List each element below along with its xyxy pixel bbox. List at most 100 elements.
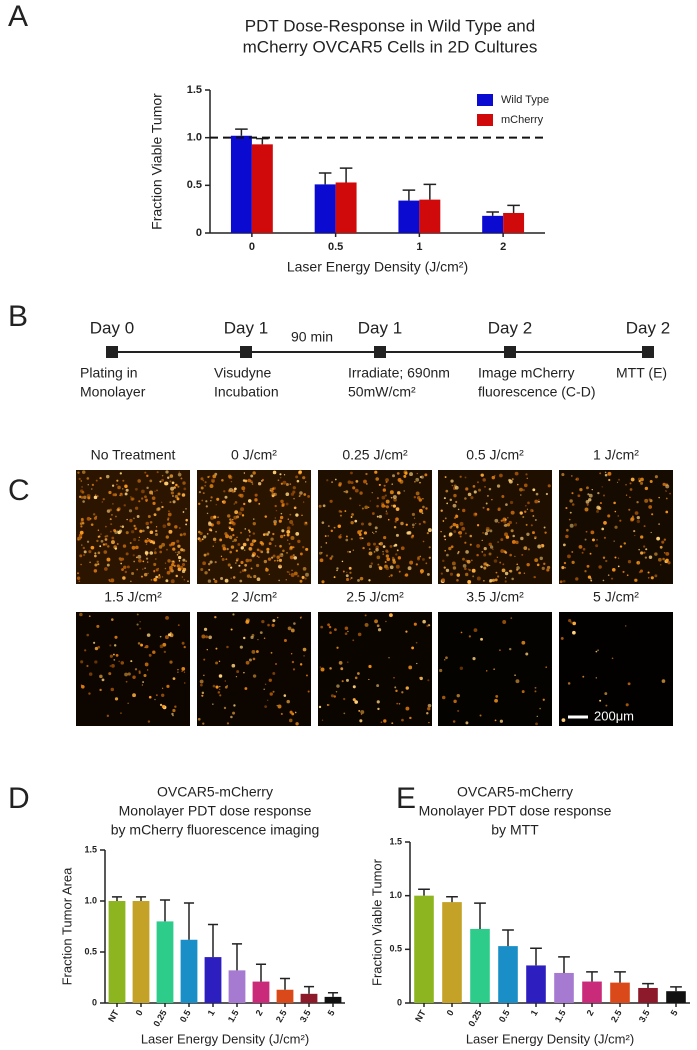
cell bbox=[660, 564, 662, 566]
cell bbox=[299, 493, 302, 496]
cell bbox=[271, 623, 275, 627]
cell bbox=[100, 539, 104, 543]
cell bbox=[243, 472, 246, 474]
cell bbox=[485, 526, 490, 531]
cell bbox=[527, 548, 530, 551]
cell bbox=[617, 557, 620, 559]
cell bbox=[204, 485, 206, 487]
cell bbox=[233, 503, 235, 505]
timeline-step: 50mW/cm² bbox=[348, 384, 416, 400]
cell bbox=[510, 617, 513, 619]
cell bbox=[121, 568, 124, 571]
cell bbox=[278, 558, 283, 562]
cell bbox=[628, 508, 631, 511]
panel-label: D bbox=[8, 782, 30, 815]
timeline-step: Image mCherry bbox=[478, 365, 574, 381]
cell bbox=[590, 530, 595, 535]
cell bbox=[86, 540, 90, 543]
error-bar bbox=[670, 986, 682, 992]
cell bbox=[482, 506, 485, 509]
cell bbox=[82, 546, 85, 550]
cell bbox=[207, 579, 212, 583]
cell bbox=[215, 530, 217, 533]
cell bbox=[469, 543, 472, 546]
cell bbox=[602, 494, 605, 497]
image-label: 1 J/cm² bbox=[593, 447, 639, 463]
timeline-day: Day 1 bbox=[224, 318, 268, 337]
cell bbox=[122, 576, 126, 580]
cell bbox=[636, 519, 641, 524]
cell bbox=[472, 485, 476, 488]
cell bbox=[575, 577, 579, 581]
cell bbox=[232, 576, 236, 579]
cell bbox=[419, 569, 424, 574]
cell bbox=[596, 505, 601, 510]
cell bbox=[206, 552, 210, 556]
cell bbox=[481, 551, 484, 553]
cell bbox=[291, 523, 294, 526]
cell bbox=[480, 473, 485, 477]
cell bbox=[307, 690, 310, 693]
cell bbox=[411, 646, 415, 650]
cell bbox=[366, 542, 371, 547]
cell bbox=[149, 479, 153, 483]
cell bbox=[112, 493, 116, 497]
cell bbox=[226, 685, 228, 687]
cell bbox=[203, 658, 206, 661]
cell bbox=[623, 542, 627, 545]
cell bbox=[283, 534, 286, 537]
cell bbox=[93, 641, 96, 644]
cell bbox=[231, 663, 236, 668]
error-bar bbox=[135, 896, 147, 901]
cell bbox=[248, 558, 252, 562]
cell bbox=[138, 539, 140, 541]
cell bbox=[326, 479, 329, 482]
cell bbox=[388, 575, 391, 578]
cell bbox=[240, 560, 244, 565]
cell bbox=[245, 558, 250, 563]
cell bbox=[474, 512, 478, 516]
cell bbox=[203, 535, 207, 539]
x-tick-label: 2 bbox=[500, 241, 506, 253]
cell bbox=[135, 545, 139, 550]
cell bbox=[81, 684, 85, 689]
cell bbox=[564, 566, 567, 569]
cell bbox=[267, 531, 271, 534]
cell bbox=[198, 491, 202, 494]
chart-title: Monolayer PDT dose response bbox=[119, 803, 312, 819]
cell bbox=[361, 537, 364, 540]
cell bbox=[372, 531, 374, 533]
cell bbox=[141, 489, 145, 494]
cell bbox=[348, 566, 352, 570]
cell bbox=[480, 565, 483, 569]
cell bbox=[208, 521, 212, 525]
x-tick-label: 2 bbox=[585, 1008, 596, 1017]
cell bbox=[288, 718, 293, 723]
cell bbox=[88, 615, 91, 617]
cell bbox=[561, 718, 566, 722]
cell bbox=[422, 498, 424, 500]
cell bbox=[534, 690, 537, 693]
cell bbox=[232, 533, 235, 537]
cell bbox=[79, 530, 84, 535]
cell bbox=[511, 577, 514, 581]
cell bbox=[374, 619, 378, 624]
cell bbox=[265, 568, 269, 572]
cell bbox=[169, 474, 174, 478]
cell bbox=[94, 646, 99, 651]
cell bbox=[124, 570, 128, 574]
cell bbox=[537, 544, 542, 549]
cell bbox=[143, 673, 147, 678]
cell bbox=[243, 490, 245, 492]
cell bbox=[142, 529, 145, 533]
cell bbox=[272, 470, 277, 475]
cell bbox=[172, 547, 176, 551]
cell bbox=[658, 496, 660, 499]
error-bar bbox=[642, 982, 654, 988]
cell bbox=[153, 577, 157, 582]
cell bbox=[512, 534, 515, 538]
cell bbox=[268, 678, 272, 682]
cell bbox=[327, 525, 330, 528]
cell bbox=[170, 491, 175, 495]
bar bbox=[180, 939, 198, 1003]
